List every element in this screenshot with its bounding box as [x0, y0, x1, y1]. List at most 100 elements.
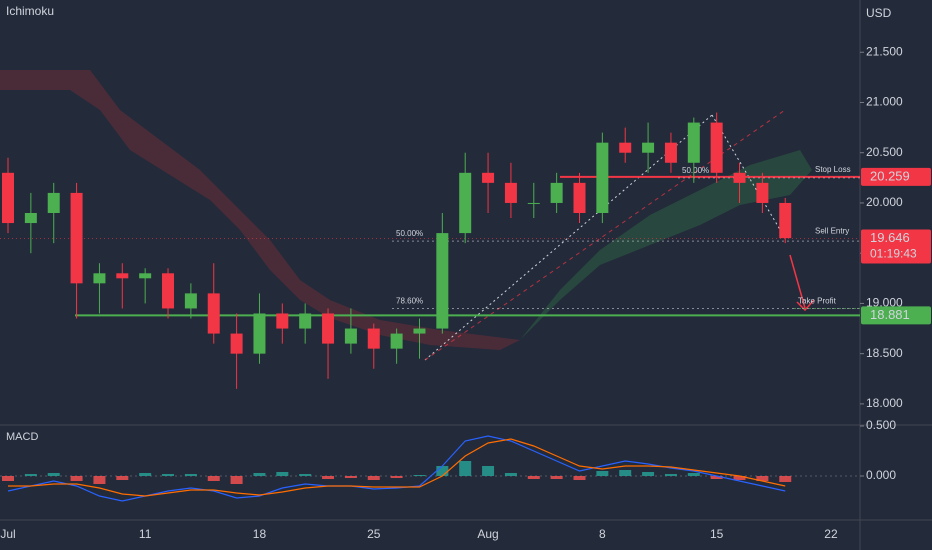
candle-body — [344, 328, 357, 344]
countdown: 01:19:43 — [870, 247, 917, 261]
ichimoku-cloud-green — [520, 150, 812, 340]
macd-histogram — [779, 476, 792, 482]
macd-histogram — [93, 476, 106, 484]
candle-body — [116, 273, 129, 279]
x-tick-label: 11 — [139, 527, 152, 541]
candle-body — [482, 172, 495, 183]
y-tick-label: 20.000 — [866, 195, 903, 209]
candle-body — [24, 213, 37, 224]
annotation: Take Profit — [798, 297, 837, 306]
macd-histogram — [299, 474, 312, 476]
candle-body — [550, 182, 563, 203]
x-tick-label: 8 — [599, 527, 606, 541]
candle-body — [527, 202, 540, 204]
macd-title: MACD — [6, 431, 38, 443]
macd-histogram — [527, 476, 540, 479]
candle-body — [756, 182, 769, 203]
macd-histogram — [436, 466, 449, 476]
x-tick-label: 18 — [253, 527, 267, 541]
macd-histogram — [276, 472, 289, 476]
macd-histogram — [24, 474, 37, 476]
macd-histogram — [322, 476, 335, 479]
macd-histogram — [733, 476, 746, 480]
candle-body — [230, 333, 243, 354]
y-tick-label: 18.500 — [866, 346, 903, 360]
candle-body — [162, 273, 175, 309]
candle-body — [779, 202, 792, 239]
macd-histogram — [47, 473, 60, 476]
candle-body — [687, 122, 700, 163]
annotation: Sell Entry — [815, 227, 849, 236]
candle-body — [93, 273, 106, 284]
macd-histogram — [139, 473, 152, 476]
y-tick-label: 21.000 — [866, 95, 903, 109]
annotation: Stop Loss — [815, 165, 851, 174]
candle-body — [573, 182, 586, 214]
y-tick-label: 19.000 — [866, 296, 903, 310]
candle-body — [413, 328, 426, 334]
candle-body — [207, 293, 220, 334]
x-tick-label: 25 — [367, 527, 381, 541]
candle-body — [276, 313, 289, 329]
x-tick-label: 15 — [710, 527, 724, 541]
macd-signal-line — [8, 438, 786, 497]
macd-histogram — [116, 476, 129, 480]
macd-histogram — [459, 461, 472, 476]
macd-histogram — [642, 472, 655, 476]
candle-body — [710, 122, 723, 173]
ichimoku-cloud-red — [0, 70, 520, 350]
macd-histogram — [756, 476, 769, 481]
arrow — [789, 254, 806, 309]
macd-histogram — [619, 470, 632, 476]
candle-body — [322, 313, 335, 344]
price-label: 20.259 — [870, 168, 910, 183]
macd-histogram — [184, 474, 197, 476]
candle-body — [139, 273, 152, 279]
y-tick-label: 18.000 — [866, 396, 903, 410]
x-tick-label: Jul — [0, 527, 15, 541]
macd-histogram — [70, 476, 83, 481]
candle-body — [596, 142, 609, 214]
y-tick-label: 20.500 — [866, 145, 903, 159]
currency: USD — [866, 6, 892, 20]
candle-body — [47, 192, 60, 214]
x-tick-label: Aug — [477, 527, 498, 541]
candle-body — [664, 142, 677, 163]
macd-histogram — [573, 476, 586, 480]
price-label-box — [861, 167, 931, 186]
candle-body — [2, 172, 14, 224]
y-tick-label: 0.000 — [866, 468, 896, 482]
candle-body — [733, 172, 746, 183]
macd-histogram — [2, 476, 14, 481]
arrow-head — [796, 299, 815, 312]
candle-body — [299, 313, 312, 329]
macd-histogram — [687, 473, 700, 476]
candle-body — [459, 172, 472, 234]
y-tick-label: 0.500 — [866, 418, 896, 432]
macd-macd-line — [7, 435, 786, 502]
macd-histogram — [207, 476, 220, 481]
macd-histogram — [710, 476, 723, 479]
macd-histogram — [596, 471, 609, 476]
candle-body — [390, 333, 403, 349]
annotation: 50.00% — [682, 166, 709, 175]
macd-histogram — [162, 474, 175, 476]
trend-line — [424, 109, 786, 361]
candle-body — [619, 142, 632, 153]
macd-histogram — [344, 476, 357, 478]
annotation: 78.60% — [396, 297, 423, 306]
candle-body — [253, 313, 266, 354]
candle-body — [70, 192, 83, 284]
macd-histogram — [413, 475, 426, 476]
macd-histogram — [550, 476, 563, 479]
candle-body — [184, 293, 197, 309]
x-tick-label: 22 — [824, 527, 838, 541]
annotation: 50.00% — [396, 229, 423, 238]
macd-histogram — [482, 466, 495, 476]
candle-body — [504, 182, 517, 203]
indicator-title: Ichimoku — [6, 4, 54, 18]
macd-histogram — [664, 474, 677, 476]
price-label: 19.646 — [870, 230, 910, 245]
macd-histogram — [367, 476, 380, 480]
